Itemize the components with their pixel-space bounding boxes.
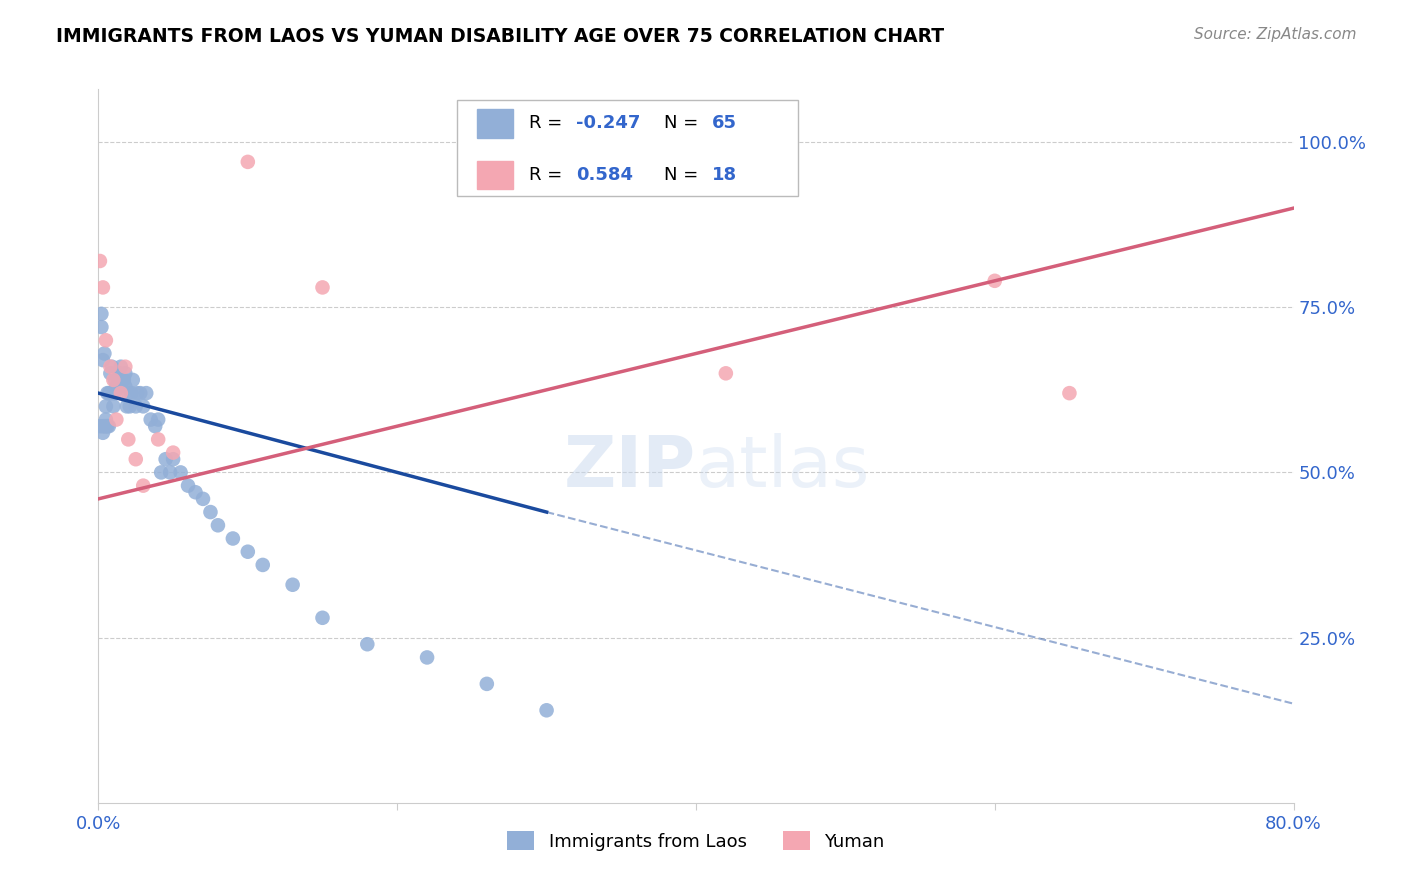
Point bbox=[114, 359, 136, 374]
Point bbox=[94, 333, 117, 347]
Point bbox=[91, 419, 114, 434]
Point bbox=[475, 677, 498, 691]
Point bbox=[111, 373, 134, 387]
Point bbox=[105, 412, 128, 426]
Point bbox=[159, 466, 181, 480]
Legend: Immigrants from Laos, Yuman: Immigrants from Laos, Yuman bbox=[501, 824, 891, 858]
Point bbox=[108, 379, 131, 393]
Point bbox=[94, 419, 117, 434]
Point bbox=[118, 400, 141, 414]
Point bbox=[98, 359, 122, 374]
Point bbox=[90, 320, 112, 334]
Point bbox=[121, 373, 143, 387]
Point bbox=[114, 367, 136, 381]
Point bbox=[93, 419, 115, 434]
Point bbox=[129, 386, 152, 401]
Point bbox=[104, 386, 127, 401]
Point bbox=[311, 280, 333, 294]
Bar bbox=[477, 161, 513, 189]
Point bbox=[90, 307, 112, 321]
Point bbox=[143, 419, 166, 434]
Point bbox=[200, 505, 222, 519]
Point bbox=[97, 386, 120, 401]
Text: R =: R = bbox=[529, 114, 568, 132]
FancyBboxPatch shape bbox=[457, 100, 797, 196]
Point bbox=[139, 412, 162, 426]
Point bbox=[97, 419, 120, 434]
Point bbox=[984, 274, 1007, 288]
Point bbox=[112, 373, 135, 387]
Point bbox=[148, 412, 170, 426]
Point bbox=[1059, 386, 1081, 401]
Point bbox=[103, 386, 125, 401]
Point bbox=[103, 400, 125, 414]
Point bbox=[104, 373, 127, 387]
Point bbox=[162, 445, 184, 459]
Text: N =: N = bbox=[664, 166, 703, 184]
Point bbox=[120, 386, 142, 401]
Text: IMMIGRANTS FROM LAOS VS YUMAN DISABILITY AGE OVER 75 CORRELATION CHART: IMMIGRANTS FROM LAOS VS YUMAN DISABILITY… bbox=[56, 27, 945, 45]
Point bbox=[125, 400, 148, 414]
Point bbox=[89, 419, 111, 434]
Point bbox=[416, 650, 439, 665]
Text: atlas: atlas bbox=[696, 433, 870, 502]
Point bbox=[162, 452, 184, 467]
Point bbox=[110, 386, 132, 401]
Point bbox=[105, 379, 128, 393]
Text: R =: R = bbox=[529, 166, 574, 184]
Point bbox=[101, 359, 124, 374]
Point bbox=[96, 386, 118, 401]
Point bbox=[117, 386, 139, 401]
Text: ZIP: ZIP bbox=[564, 433, 696, 502]
Point bbox=[236, 545, 259, 559]
Text: 65: 65 bbox=[711, 114, 737, 132]
Point bbox=[105, 367, 128, 381]
Text: 0.584: 0.584 bbox=[576, 166, 634, 184]
Point bbox=[127, 386, 149, 401]
Point bbox=[150, 466, 173, 480]
Point bbox=[110, 359, 132, 374]
Point bbox=[115, 400, 138, 414]
Point bbox=[114, 379, 136, 393]
Text: Source: ZipAtlas.com: Source: ZipAtlas.com bbox=[1194, 27, 1357, 42]
Point bbox=[103, 373, 125, 387]
Text: 18: 18 bbox=[711, 166, 737, 184]
Point bbox=[98, 367, 122, 381]
Point bbox=[94, 400, 117, 414]
Point bbox=[93, 346, 115, 360]
Text: N =: N = bbox=[664, 114, 703, 132]
Point bbox=[110, 373, 132, 387]
Point bbox=[91, 425, 114, 440]
Point bbox=[207, 518, 229, 533]
Point bbox=[98, 386, 122, 401]
Point bbox=[169, 466, 191, 480]
Point bbox=[191, 491, 214, 506]
Point bbox=[132, 400, 155, 414]
Point bbox=[281, 578, 304, 592]
Point bbox=[108, 367, 131, 381]
Point bbox=[356, 637, 378, 651]
Bar bbox=[477, 109, 513, 137]
Point bbox=[148, 433, 170, 447]
Point bbox=[89, 254, 111, 268]
Point bbox=[222, 532, 245, 546]
Point bbox=[155, 452, 177, 467]
Point bbox=[714, 367, 737, 381]
Point bbox=[177, 478, 200, 492]
Point bbox=[94, 412, 117, 426]
Point bbox=[125, 452, 148, 467]
Point bbox=[132, 478, 155, 492]
Point bbox=[252, 558, 274, 572]
Point bbox=[96, 419, 118, 434]
Point bbox=[236, 154, 259, 169]
Point bbox=[184, 485, 207, 500]
Point bbox=[91, 353, 114, 368]
Point bbox=[91, 280, 114, 294]
Point bbox=[135, 386, 157, 401]
Point bbox=[536, 703, 558, 717]
Text: -0.247: -0.247 bbox=[576, 114, 641, 132]
Point bbox=[311, 611, 333, 625]
Point bbox=[117, 433, 139, 447]
Point bbox=[107, 367, 129, 381]
